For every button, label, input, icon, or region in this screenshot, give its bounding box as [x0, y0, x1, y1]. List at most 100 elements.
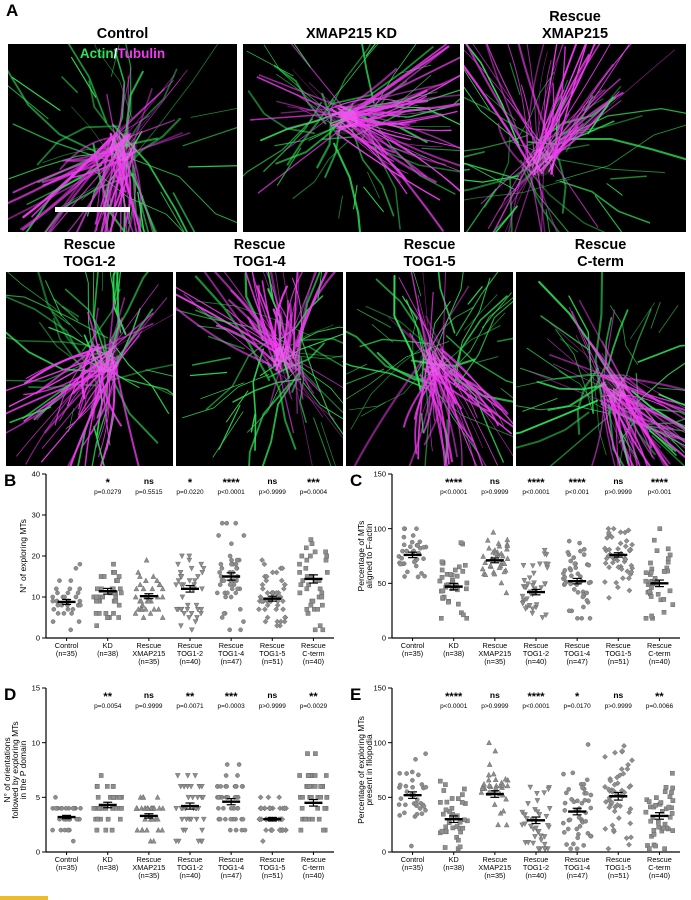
- data-point: [135, 569, 142, 575]
- data-point: [68, 578, 74, 583]
- data-point: [415, 574, 421, 580]
- data-point: [229, 561, 234, 567]
- significance-stars: **: [103, 691, 112, 703]
- data-point: [438, 615, 444, 621]
- data-point: [186, 578, 193, 584]
- data-point: [577, 823, 583, 829]
- x-category-label: (n=35): [484, 657, 505, 666]
- x-category-label: Rescue: [482, 641, 507, 650]
- data-point: [566, 538, 572, 544]
- data-point: [324, 794, 330, 800]
- significance-stars: ***: [225, 691, 239, 703]
- y-tick-label: 40: [32, 470, 40, 479]
- data-point: [503, 821, 510, 828]
- data-point: [140, 585, 147, 592]
- data-point: [402, 574, 407, 579]
- mean-sem-errorbar: [222, 572, 241, 581]
- data-point: [541, 841, 548, 848]
- data-point: [667, 588, 673, 594]
- data-point: [440, 588, 446, 594]
- data-point: [535, 846, 542, 852]
- actin-filaments: [346, 272, 513, 466]
- micrograph-title-line: Rescue: [63, 237, 116, 253]
- p-value: p=0.0279: [94, 489, 122, 496]
- data-point: [482, 559, 489, 565]
- data-point: [177, 570, 184, 576]
- data-point: [587, 615, 593, 621]
- data-point: [490, 770, 497, 777]
- data-point: [519, 601, 526, 607]
- data-point: [116, 574, 122, 579]
- x-category-label: Rescue: [647, 641, 672, 650]
- x-category-label: (n=40): [179, 871, 200, 880]
- data-point: [496, 564, 503, 570]
- data-point: [670, 770, 675, 776]
- mean-sem-errorbar: [527, 816, 545, 825]
- dots-kd: [437, 540, 470, 621]
- micrograph-title: Rescue TOG1-5: [346, 236, 513, 270]
- data-point: [618, 766, 625, 772]
- data-point: [653, 802, 658, 808]
- x-category-label: C-term: [648, 863, 670, 872]
- data-point: [561, 830, 567, 835]
- data-point: [478, 789, 485, 795]
- data-point: [629, 757, 635, 764]
- data-point: [193, 602, 200, 609]
- panel-label-d: D: [4, 685, 17, 704]
- x-category-label: Rescue: [260, 641, 285, 650]
- data-point: [318, 794, 323, 800]
- data-point: [460, 792, 465, 797]
- panel-label-a: A: [6, 1, 19, 20]
- data-point: [184, 602, 191, 609]
- data-point: [218, 784, 223, 789]
- data-point: [421, 556, 426, 561]
- data-point: [198, 607, 205, 613]
- data-point: [524, 596, 530, 602]
- data-point: [280, 598, 286, 604]
- micrograph-xmap215-kd: [243, 44, 460, 232]
- data-point: [585, 742, 591, 747]
- data-point: [297, 570, 302, 575]
- data-point: [281, 805, 288, 812]
- data-point: [65, 606, 71, 612]
- data-point: [456, 564, 462, 570]
- data-point: [259, 557, 265, 563]
- data-point: [398, 561, 403, 567]
- mean-sem-errorbar: [444, 582, 463, 591]
- data-point: [228, 806, 234, 811]
- data-point: [520, 563, 527, 569]
- data-point: [178, 623, 184, 629]
- x-category-label: (n=35): [138, 871, 159, 880]
- significance-stars: *: [575, 691, 580, 703]
- data-point: [452, 567, 458, 573]
- data-point: [442, 845, 448, 850]
- x-category-label: Rescue: [524, 641, 549, 650]
- y-tick-label: 5: [36, 793, 40, 802]
- dots-rescue-tog1-5: [602, 525, 636, 601]
- data-point: [611, 781, 618, 788]
- data-point: [419, 782, 425, 787]
- data-point: [143, 577, 149, 583]
- data-point: [323, 557, 329, 563]
- significance-stars: ns: [613, 690, 623, 700]
- p-value: p<0.001: [565, 489, 589, 496]
- data-point: [320, 627, 326, 633]
- data-point: [219, 615, 225, 620]
- data-point: [415, 543, 420, 548]
- data-point: [78, 806, 83, 811]
- x-category-label: C-term: [302, 863, 324, 872]
- mean-sem-errorbar: [304, 798, 323, 807]
- data-point: [188, 627, 195, 633]
- data-point: [490, 529, 497, 535]
- data-point: [449, 805, 455, 811]
- data-point: [573, 565, 578, 570]
- x-category-label: Rescue: [606, 641, 631, 650]
- x-category-label: (n=35): [402, 649, 423, 658]
- data-point: [217, 816, 223, 822]
- data-point: [68, 627, 73, 633]
- data-point: [491, 801, 498, 807]
- data-point: [570, 770, 576, 776]
- micrograph-title-line: XMAP215 KD: [305, 25, 398, 42]
- data-point: [227, 553, 233, 559]
- data-point: [324, 553, 330, 559]
